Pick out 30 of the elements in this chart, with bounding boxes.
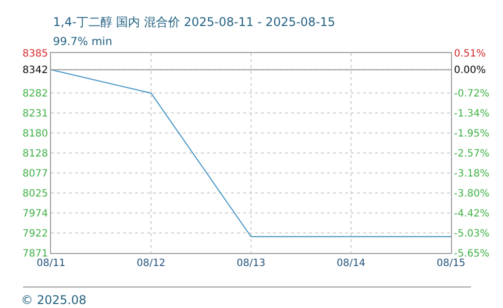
y-tick-label: 8077 — [22, 168, 48, 180]
chart-subtitle: 99.7% min — [53, 35, 112, 48]
x-tick-label: 08/14 — [336, 258, 366, 269]
text: © 2025.08 — [21, 293, 86, 307]
y-tick-label: 7922 — [22, 228, 48, 240]
y2-tick-label: -1.95% — [454, 128, 490, 140]
y-tick-label: 8180 — [22, 128, 48, 140]
y2-tick-label: -2.57% — [454, 148, 490, 160]
chart-title: 1,4-丁二醇 国内 混合价 2025-08-11 - 2025-08-15 — [53, 15, 336, 29]
y-tick-label: 8128 — [22, 148, 48, 160]
y-tick-label: 8342 — [22, 65, 48, 76]
x-tick-label: 08/11 — [36, 258, 66, 269]
x-tick-label: 08/15 — [436, 258, 466, 269]
y-tick-label: 7974 — [22, 208, 48, 220]
x-tick-label: 08/13 — [236, 258, 266, 269]
y2-tick-label: -3.80% — [454, 188, 490, 200]
y-tick-label: 7871 — [22, 248, 48, 260]
x-tick-label: 08/12 — [136, 258, 166, 269]
y2-tick-label: -5.65% — [454, 248, 490, 260]
y2-tick-label: -1.34% — [454, 108, 490, 120]
y2-tick-label: 0.00% — [454, 65, 486, 76]
y-tick-label: 8282 — [22, 88, 48, 100]
y2-tick-label: -5.03% — [454, 228, 490, 240]
y2-tick-label: -0.72% — [454, 88, 490, 100]
y2-tick-label: 0.51% — [454, 48, 486, 60]
y2-tick-label: -3.18% — [454, 168, 490, 180]
y-tick-label: 8231 — [22, 108, 48, 120]
y-tick-label: 8025 — [22, 188, 48, 200]
y-tick-label: 8385 — [22, 48, 48, 60]
y2-tick-label: -4.42% — [454, 208, 490, 220]
